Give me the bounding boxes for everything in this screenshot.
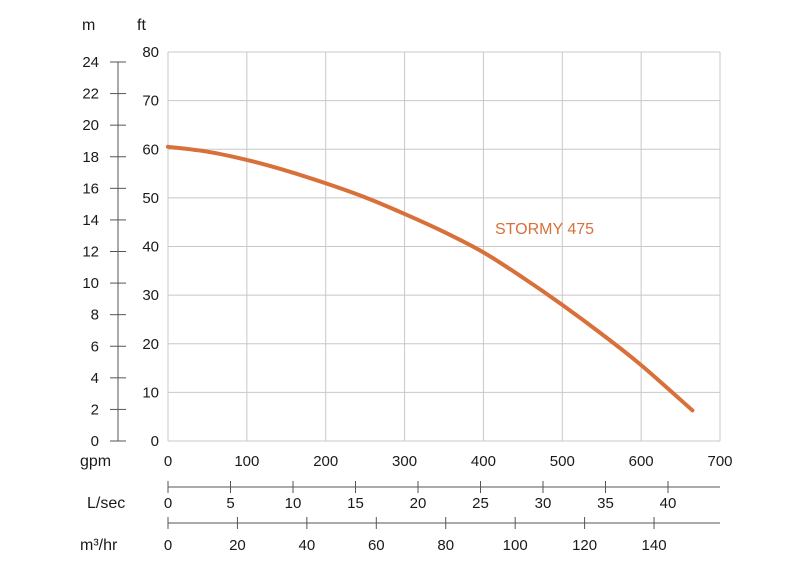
m3hr-axis: 0 20 40 60 80 100 120 140 bbox=[164, 517, 720, 554]
gpm-tick-label: 0 bbox=[164, 453, 172, 470]
series-line-stormy-475 bbox=[166, 144, 695, 413]
m-tick-label: 24 bbox=[82, 54, 99, 71]
lsec-tick-label: 20 bbox=[410, 495, 427, 512]
m-tick-label: 10 bbox=[82, 275, 99, 292]
ft-tick-label: 0 bbox=[151, 433, 159, 450]
m-tick-label: 8 bbox=[91, 307, 99, 324]
lsec-tick-label: 15 bbox=[347, 495, 364, 512]
m3hr-tick-label: 140 bbox=[642, 537, 667, 554]
gpm-unit-label: gpm bbox=[80, 453, 111, 470]
m3hr-tick-label: 40 bbox=[299, 537, 316, 554]
gpm-tick-label: 100 bbox=[234, 453, 259, 470]
meters-unit-label: m bbox=[82, 17, 95, 34]
feet-axis: 0 10 20 30 40 50 60 70 80 bbox=[142, 44, 159, 450]
m-tick-label: 18 bbox=[82, 149, 99, 166]
m3hr-tick-label: 0 bbox=[164, 537, 172, 554]
gpm-tick-label: 400 bbox=[471, 453, 496, 470]
m3hr-tick-label: 20 bbox=[229, 537, 246, 554]
ft-tick-label: 20 bbox=[142, 336, 159, 353]
m3hr-tick-label: 80 bbox=[437, 537, 454, 554]
ft-tick-label: 50 bbox=[142, 190, 159, 207]
m3hr-tick-label: 120 bbox=[572, 537, 597, 554]
series-label-stormy-475: STORMY 475 bbox=[495, 221, 594, 238]
feet-unit-label: ft bbox=[137, 17, 146, 34]
m3hr-tick-label: 60 bbox=[368, 537, 385, 554]
m-tick-label: 20 bbox=[82, 117, 99, 134]
lsec-unit-label: L/sec bbox=[87, 495, 125, 512]
lsec-tick-label: 30 bbox=[535, 495, 552, 512]
chart-grid bbox=[167, 51, 721, 442]
lsec-tick-label: 35 bbox=[597, 495, 614, 512]
gpm-tick-label: 300 bbox=[392, 453, 417, 470]
ft-tick-label: 60 bbox=[142, 141, 159, 158]
lsec-tick-label: 10 bbox=[285, 495, 302, 512]
ft-tick-label: 70 bbox=[142, 93, 159, 110]
gpm-tick-label: 500 bbox=[550, 453, 575, 470]
series-layer bbox=[166, 144, 695, 413]
m-tick-label: 16 bbox=[82, 180, 99, 197]
gpm-axis: 0 100 200 300 400 500 600 700 bbox=[164, 453, 733, 470]
m-tick-label: 22 bbox=[82, 86, 99, 103]
m-tick-label: 4 bbox=[91, 370, 99, 387]
lsec-axis: 0 5 10 15 20 25 30 35 40 bbox=[164, 481, 720, 512]
ft-tick-label: 40 bbox=[142, 239, 159, 256]
m-tick-label: 0 bbox=[91, 433, 99, 450]
gpm-tick-label: 700 bbox=[707, 453, 732, 470]
lsec-tick-label: 25 bbox=[472, 495, 489, 512]
gpm-tick-label: 200 bbox=[313, 453, 338, 470]
ft-tick-label: 80 bbox=[142, 44, 159, 61]
ft-tick-label: 30 bbox=[142, 287, 159, 304]
m-tick-label: 6 bbox=[91, 338, 99, 355]
m-tick-label: 14 bbox=[82, 212, 99, 229]
m3hr-unit-label: m³/hr bbox=[80, 537, 118, 554]
ft-tick-label: 10 bbox=[142, 384, 159, 401]
lsec-tick-label: 0 bbox=[164, 495, 172, 512]
lsec-tick-label: 40 bbox=[660, 495, 677, 512]
lsec-tick-label: 5 bbox=[226, 495, 234, 512]
m-tick-label: 2 bbox=[91, 401, 99, 418]
gpm-tick-label: 600 bbox=[629, 453, 654, 470]
m-tick-label: 12 bbox=[82, 244, 99, 261]
m3hr-tick-label: 100 bbox=[503, 537, 528, 554]
